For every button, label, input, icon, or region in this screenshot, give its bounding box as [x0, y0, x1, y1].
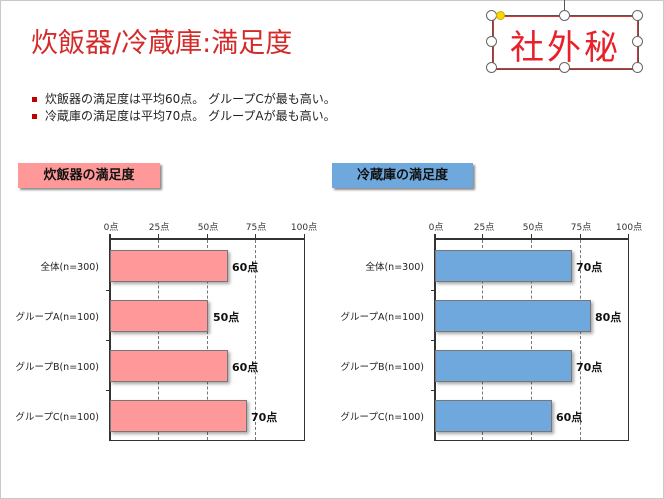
bullet-item: 冷蔵庫の満足度は平均70点。 グループAが最も高い。	[31, 108, 336, 125]
x-tick	[580, 234, 581, 243]
bar-value-label: 60点	[232, 261, 259, 274]
x-tick-label: 75点	[570, 223, 592, 233]
gridline-75	[580, 240, 581, 440]
bar-overall[interactable]	[435, 250, 572, 282]
resize-handle-top-right[interactable]	[632, 10, 643, 21]
bar-overall[interactable]	[110, 250, 228, 282]
bar-value-label: 70点	[251, 411, 278, 424]
y-tick	[431, 340, 435, 341]
rotation-handle-line	[564, 0, 565, 15]
resize-handle-left[interactable]	[486, 36, 497, 47]
gridline-75	[255, 240, 256, 440]
plot-area	[109, 238, 305, 441]
category-label: 全体(n=300)	[40, 262, 99, 273]
bar-value-label: 50点	[213, 311, 240, 324]
bar-group-b[interactable]	[435, 350, 572, 382]
resize-handle-bottom-right[interactable]	[632, 62, 643, 73]
bar-group-a[interactable]	[110, 300, 208, 332]
adjustment-handle[interactable]	[496, 11, 505, 20]
x-tick	[628, 234, 629, 243]
y-tick	[431, 390, 435, 391]
y-tick	[106, 340, 110, 341]
bar-value-label: 70点	[576, 361, 603, 374]
gridline-50	[207, 240, 208, 440]
x-tick	[482, 234, 483, 243]
x-tick-label: 50点	[197, 223, 219, 233]
x-tick-label: 100点	[290, 223, 318, 233]
bar-group-a[interactable]	[435, 300, 591, 332]
resize-handle-right[interactable]	[632, 36, 643, 47]
x-tick	[255, 234, 256, 243]
gridline-25	[482, 240, 483, 440]
bar-group-c[interactable]	[110, 400, 247, 432]
gridline-25	[158, 240, 159, 440]
bullet-list[interactable]: 炊飯器の満足度は平均60点。 グループCが最も高い。 冷蔵庫の満足度は平均70点…	[31, 91, 336, 125]
refrigerator-chart-label: 冷蔵庫の満足度	[332, 163, 473, 188]
bar-group-c[interactable]	[435, 400, 552, 432]
x-tick-label: 50点	[522, 223, 544, 233]
category-label: グループA(n=100)	[15, 312, 99, 323]
bullet-item: 炊飯器の満足度は平均60点。 グループCが最も高い。	[31, 91, 336, 108]
category-label: 全体(n=300)	[365, 262, 424, 273]
x-tick-label: 75点	[245, 223, 267, 233]
resize-handle-bottom[interactable]	[559, 62, 570, 73]
y-axis-line	[109, 234, 111, 441]
gridline-50	[531, 240, 532, 440]
bar-value-label: 80点	[595, 311, 622, 324]
stamp-text: 社外秘	[510, 28, 621, 68]
slide-title[interactable]: 炊飯器/冷蔵庫:満足度	[31, 28, 293, 59]
x-tick	[304, 234, 305, 243]
x-tick-label: 25点	[148, 223, 170, 233]
bar-value-label: 60点	[556, 411, 583, 424]
x-tick	[207, 234, 208, 243]
category-label: グループC(n=100)	[15, 412, 99, 423]
x-tick	[531, 234, 532, 243]
category-label: グループB(n=100)	[340, 362, 424, 373]
x-tick-label: 0点	[428, 223, 444, 233]
x-tick-label: 0点	[103, 223, 119, 233]
resize-handle-bottom-left[interactable]	[486, 62, 497, 73]
y-axis-line	[434, 234, 436, 441]
plot-area	[434, 238, 629, 441]
resize-handle-top[interactable]	[559, 10, 570, 21]
y-tick	[106, 390, 110, 391]
x-tick-label: 100点	[615, 223, 643, 233]
y-tick	[106, 290, 110, 291]
category-label: グループC(n=100)	[340, 412, 424, 423]
bar-group-b[interactable]	[110, 350, 228, 382]
bar-value-label: 60点	[232, 361, 259, 374]
x-tick-label: 25点	[473, 223, 495, 233]
bar-value-label: 70点	[576, 261, 603, 274]
category-label: グループA(n=100)	[340, 312, 424, 323]
category-label: グループB(n=100)	[15, 362, 99, 373]
x-tick	[158, 234, 159, 243]
y-tick	[431, 290, 435, 291]
rice-cooker-chart-label: 炊飯器の満足度	[18, 163, 160, 188]
